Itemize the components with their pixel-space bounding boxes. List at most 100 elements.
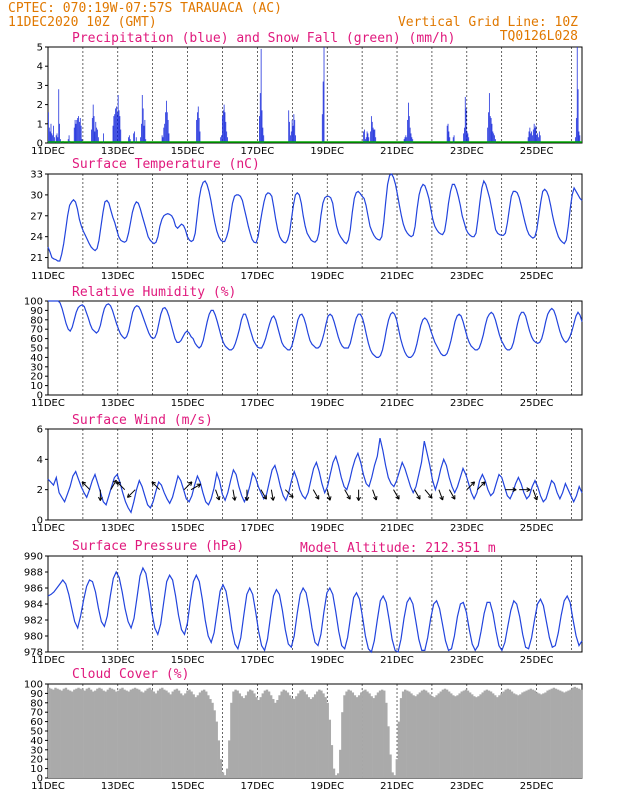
cloud-bar [112, 689, 116, 778]
cloud-bar [299, 690, 302, 778]
cloud-bar [108, 687, 112, 778]
precip-bar [371, 121, 373, 143]
cloud-bar [508, 689, 512, 778]
panel-title: Cloud Cover (%) [72, 667, 189, 682]
cloud-bar [117, 690, 120, 778]
precip-bar [260, 48, 262, 143]
cloud-bar [458, 693, 461, 778]
cloud-bar [75, 688, 78, 778]
cloud-bar [452, 695, 455, 778]
y-tick-label: 60 [30, 334, 43, 345]
precip-bar [80, 125, 82, 143]
precip-bar [464, 96, 466, 143]
x-tick-label: 25DEC [520, 523, 554, 534]
y-tick-label: 980 [24, 632, 43, 643]
cloud-bar [387, 726, 390, 778]
cloud-bar [290, 698, 294, 778]
precip-bar [411, 137, 413, 143]
cloud-bar [165, 690, 168, 778]
wind-arrow [116, 481, 126, 491]
cloud-bar [64, 687, 68, 778]
cloud-bar [79, 688, 82, 778]
cloud-bar [410, 693, 413, 778]
precip-bar [464, 127, 465, 143]
x-tick-label: 17DEC [241, 523, 275, 534]
cloud-bar [447, 691, 451, 778]
cloud-bar [326, 702, 329, 778]
precip-bar [48, 127, 50, 143]
precip-bar [224, 112, 226, 143]
cloud-bar [135, 688, 139, 778]
precip-bar [529, 127, 531, 143]
cloud-bar [544, 692, 547, 778]
wind-arrow [505, 487, 517, 493]
cloud-bar [500, 693, 503, 778]
x-tick-label: 15DEC [171, 146, 205, 157]
cloud-bar [56, 688, 59, 778]
cloud-bar [309, 699, 313, 778]
precip-bar [538, 131, 540, 143]
cloud-bar [152, 691, 156, 778]
x-tick-label: 17DEC [241, 655, 275, 666]
cloud-bar [205, 691, 208, 778]
precip-bar [539, 135, 541, 143]
y-tick-label: 60 [30, 717, 43, 728]
x-tick-label: 13DEC [101, 655, 135, 666]
cloud-bar [412, 695, 415, 778]
cloud-bar [556, 689, 560, 778]
x-tick-label: 25DEC [520, 655, 554, 666]
y-tick-label: 986 [24, 584, 43, 595]
precip-bar [91, 118, 93, 143]
y-tick-label: 90 [30, 689, 43, 700]
precip-bar [128, 137, 129, 143]
x-tick-label: 21DEC [380, 523, 414, 534]
precip-bar [226, 131, 228, 143]
precip-bar [134, 131, 135, 143]
cloud-bar [115, 691, 118, 778]
precip-bar [73, 127, 75, 143]
cloud-bar [163, 689, 166, 778]
cloud-bar [263, 690, 267, 778]
x-tick-label: 13DEC [101, 523, 135, 534]
wind-arrow [232, 489, 237, 501]
cloud-bar [523, 691, 526, 778]
cloud-bar [158, 688, 162, 778]
cloud-bar [169, 694, 172, 778]
cloud-bar [357, 695, 361, 778]
precip-bar [120, 129, 122, 143]
y-tick-label: 50 [30, 727, 43, 738]
cloud-bar [424, 690, 428, 778]
precip-bar [221, 135, 222, 143]
plot-frame [47, 300, 583, 396]
x-tick-label: 11DEC [31, 781, 65, 792]
cloud-bar [236, 690, 239, 778]
cloud-bar [123, 689, 126, 778]
precip-bar [53, 125, 54, 143]
cloud-bar [336, 773, 340, 778]
y-tick-label: 0 [37, 139, 43, 150]
wind-arrow [260, 489, 267, 500]
precip-bar [76, 119, 78, 143]
precip-bar [448, 131, 450, 143]
precip-bar [165, 112, 166, 143]
x-tick-label: 21DEC [380, 271, 414, 282]
y-tick-label: 80 [30, 698, 43, 709]
x-tick-label: 15DEC [171, 655, 205, 666]
precip-bar [493, 133, 495, 143]
precip-bar [168, 133, 170, 143]
precip-bar [412, 139, 414, 143]
cloud-bar [454, 696, 457, 778]
precip-bar [162, 137, 164, 143]
cloud-bar [347, 689, 350, 778]
x-tick-label: 17DEC [241, 271, 275, 282]
x-tick-label: 23DEC [450, 271, 484, 282]
cloud-bar [249, 689, 252, 778]
precip-bar [289, 121, 290, 143]
cloud-bar [548, 689, 551, 778]
cloud-bar [353, 695, 357, 778]
precip-bar [79, 121, 80, 143]
cloud-bar [334, 775, 338, 778]
cloud-bar [150, 689, 154, 778]
wind-arrow [244, 489, 250, 501]
